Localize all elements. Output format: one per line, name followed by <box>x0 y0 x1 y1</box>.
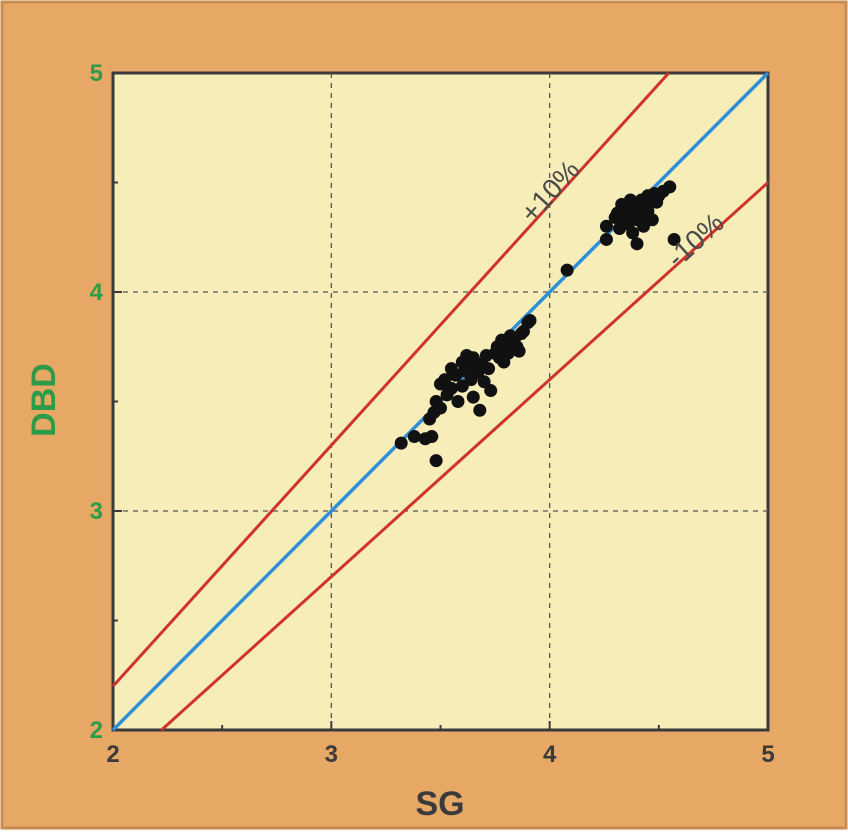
data-point <box>523 313 537 327</box>
reference-line-lower <box>160 181 770 732</box>
data-point <box>434 401 447 415</box>
data-point <box>394 436 408 450</box>
data-point <box>451 395 465 408</box>
axis-labels: SG DBD <box>25 363 465 823</box>
reference-line-upper <box>111 71 670 688</box>
data-point <box>560 263 574 277</box>
data-point <box>482 362 496 376</box>
y-tick-label: 5 <box>90 60 103 87</box>
x-tick-label: 2 <box>106 741 119 768</box>
data-point <box>630 237 644 251</box>
data-point <box>645 213 659 227</box>
data-point <box>425 430 439 444</box>
x-tick-label: 5 <box>761 741 774 768</box>
data-point <box>512 344 526 358</box>
data-point <box>466 390 480 404</box>
data-points <box>394 180 681 468</box>
data-point <box>444 381 458 395</box>
y-tick-label: 3 <box>90 498 103 525</box>
y-axis-label: DBD <box>25 363 63 437</box>
x-axis-label: SG <box>415 785 464 823</box>
data-point <box>626 226 640 240</box>
data-point <box>599 219 613 233</box>
x-tick-label: 3 <box>325 741 338 768</box>
data-point <box>484 384 498 398</box>
y-tick-label: 4 <box>90 279 104 306</box>
x-tick-label: 4 <box>543 741 557 768</box>
data-point <box>663 180 677 194</box>
y-tick-label: 2 <box>90 717 103 744</box>
data-point <box>667 232 681 246</box>
data-point <box>429 454 443 468</box>
data-point <box>599 232 613 246</box>
data-point <box>407 430 421 444</box>
data-point <box>473 403 487 417</box>
axis-ticks: 2 3 4 5 2 3 4 5 <box>90 60 775 768</box>
